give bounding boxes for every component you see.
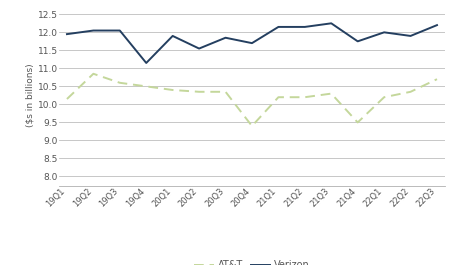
Legend: AT&T, Verizon: AT&T, Verizon: [190, 257, 314, 265]
Y-axis label: ($s in billions): ($s in billions): [26, 64, 35, 127]
